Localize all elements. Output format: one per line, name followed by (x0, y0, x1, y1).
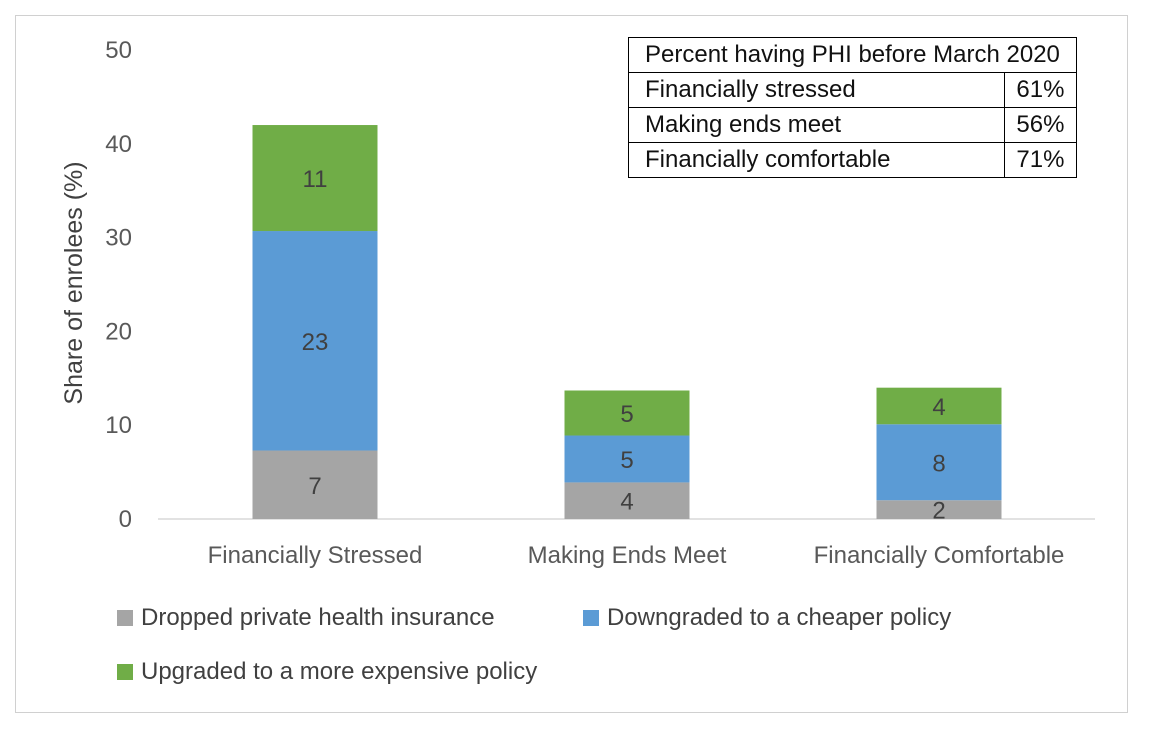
y-tick-label: 30 (105, 225, 132, 252)
legend-item-dropped: Dropped private health insurance (117, 604, 495, 632)
chart-frame (15, 15, 1128, 713)
phi-table-row: Financially stressed 61% (628, 72, 1077, 108)
legend-item-downgraded: Downgraded to a cheaper policy (583, 604, 951, 632)
bar-segment (252, 125, 378, 232)
x-tick-label: Financially Stressed (208, 542, 423, 569)
phi-table-label: Financially stressed (628, 72, 1005, 108)
bar-segment (564, 390, 690, 436)
legend-item-upgraded: Upgraded to a more expensive policy (117, 658, 537, 686)
y-tick-label: 40 (105, 131, 132, 158)
x-tick-label: Financially Comfortable (814, 542, 1065, 569)
legend-swatch-blue (583, 610, 599, 626)
legend-label: Dropped private health insurance (141, 604, 495, 631)
data-label: 23 (302, 329, 329, 356)
bar-segment (252, 450, 378, 519)
legend-label: Downgraded to a cheaper policy (607, 604, 952, 631)
y-axis-label: Share of enrolees (%) (60, 161, 88, 404)
y-tick-label: 10 (105, 412, 132, 439)
y-ticks-group: 0 10 20 30 40 50 (105, 37, 132, 533)
data-label: 11 (303, 166, 328, 193)
bar-segment (252, 231, 378, 451)
bar-segment (564, 482, 690, 519)
phi-table-header: Percent having PHI before March 2020 (628, 37, 1077, 73)
bar-segment (564, 435, 690, 483)
bars-group: 7 23 11 4 5 5 2 8 4 (252, 125, 1002, 525)
data-label: 4 (932, 394, 945, 421)
y-tick-label: 50 (105, 37, 132, 64)
data-label: 5 (620, 401, 633, 428)
phi-table-header-row: Percent having PHI before March 2020 (628, 37, 1077, 73)
phi-table-label: Financially comfortable (628, 142, 1005, 178)
data-label: 7 (308, 473, 321, 500)
data-label: 5 (620, 447, 633, 474)
legend-label: Upgraded to a more expensive policy (141, 658, 538, 685)
legend-swatch-green (117, 664, 133, 680)
phi-table-label: Making ends meet (628, 107, 1005, 143)
y-tick-label: 0 (119, 506, 132, 533)
data-label: 4 (620, 489, 633, 516)
phi-table-row: Financially comfortable 71% (628, 142, 1077, 178)
bar-segment (876, 424, 1002, 501)
data-label: 2 (932, 498, 945, 525)
phi-table-row: Making ends meet 56% (628, 107, 1077, 143)
legend-swatch-gray (117, 610, 133, 626)
phi-table-value: 71% (1003, 142, 1077, 178)
phi-table-value: 61% (1003, 72, 1077, 108)
x-tick-label: Making Ends Meet (528, 542, 727, 569)
phi-table-value: 56% (1003, 107, 1077, 143)
y-tick-label: 20 (105, 318, 132, 345)
bar-segment (876, 387, 1002, 425)
x-ticks-group: Financially Stressed Making Ends Meet Fina… (208, 542, 1065, 569)
data-label: 8 (932, 450, 945, 477)
bar-segment (876, 500, 1002, 519)
phi-table: Percent having PHI before March 2020 Fin… (628, 37, 1077, 178)
